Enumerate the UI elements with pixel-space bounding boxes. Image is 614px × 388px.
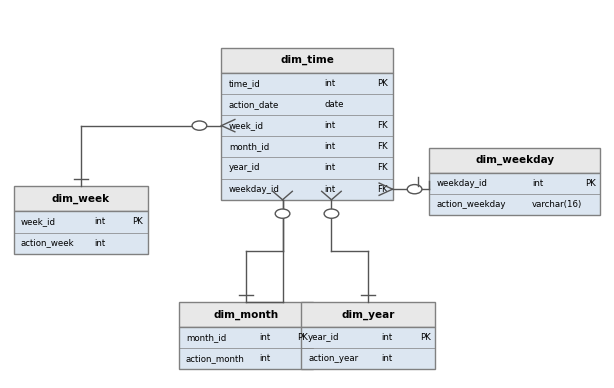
Text: dim_month: dim_month <box>213 309 278 319</box>
Circle shape <box>324 209 339 218</box>
Text: year_id: year_id <box>308 333 340 342</box>
Bar <box>301 327 435 369</box>
Circle shape <box>192 121 207 130</box>
Text: PK: PK <box>420 333 430 342</box>
Text: year_id: year_id <box>229 163 260 173</box>
Text: int: int <box>381 333 393 342</box>
Text: int: int <box>532 179 543 188</box>
Circle shape <box>407 185 422 194</box>
Text: date: date <box>324 100 344 109</box>
Circle shape <box>275 209 290 218</box>
Text: int: int <box>324 163 335 173</box>
Text: action_year: action_year <box>308 354 359 363</box>
Text: int: int <box>381 354 393 363</box>
Text: action_weekday: action_weekday <box>437 200 506 209</box>
Text: dim_time: dim_time <box>280 55 334 65</box>
Text: dim_week: dim_week <box>52 194 110 204</box>
Text: FK: FK <box>377 163 387 173</box>
Text: FK: FK <box>377 121 387 130</box>
Text: action_month: action_month <box>186 354 245 363</box>
Text: weekday_id: weekday_id <box>229 185 279 194</box>
Text: weekday_id: weekday_id <box>437 179 488 188</box>
Text: PK: PK <box>133 217 143 227</box>
Text: week_id: week_id <box>229 121 264 130</box>
Text: int: int <box>324 79 335 88</box>
Bar <box>14 211 148 254</box>
Bar <box>429 173 600 215</box>
Text: int: int <box>259 354 271 363</box>
Text: varchar(16): varchar(16) <box>532 200 582 209</box>
Text: dim_year: dim_year <box>341 309 395 319</box>
Text: month_id: month_id <box>229 142 269 151</box>
Text: PK: PK <box>297 333 308 342</box>
Text: int: int <box>259 333 271 342</box>
Text: action_date: action_date <box>229 100 279 109</box>
Text: int: int <box>95 239 106 248</box>
Bar <box>222 73 392 200</box>
Text: dim_weekday: dim_weekday <box>475 155 554 165</box>
Bar <box>429 148 600 173</box>
Bar <box>222 48 392 73</box>
Text: FK: FK <box>377 142 387 151</box>
Text: int: int <box>324 142 335 151</box>
Text: month_id: month_id <box>186 333 226 342</box>
Bar <box>179 302 313 327</box>
Text: int: int <box>95 217 106 227</box>
Text: FK: FK <box>377 185 387 194</box>
Text: int: int <box>324 121 335 130</box>
Bar <box>301 302 435 327</box>
Text: PK: PK <box>377 79 387 88</box>
Text: time_id: time_id <box>229 79 260 88</box>
Bar <box>179 327 313 369</box>
Text: PK: PK <box>585 179 596 188</box>
Bar <box>14 186 148 211</box>
Text: action_week: action_week <box>21 239 74 248</box>
Text: int: int <box>324 185 335 194</box>
Text: week_id: week_id <box>21 217 56 227</box>
